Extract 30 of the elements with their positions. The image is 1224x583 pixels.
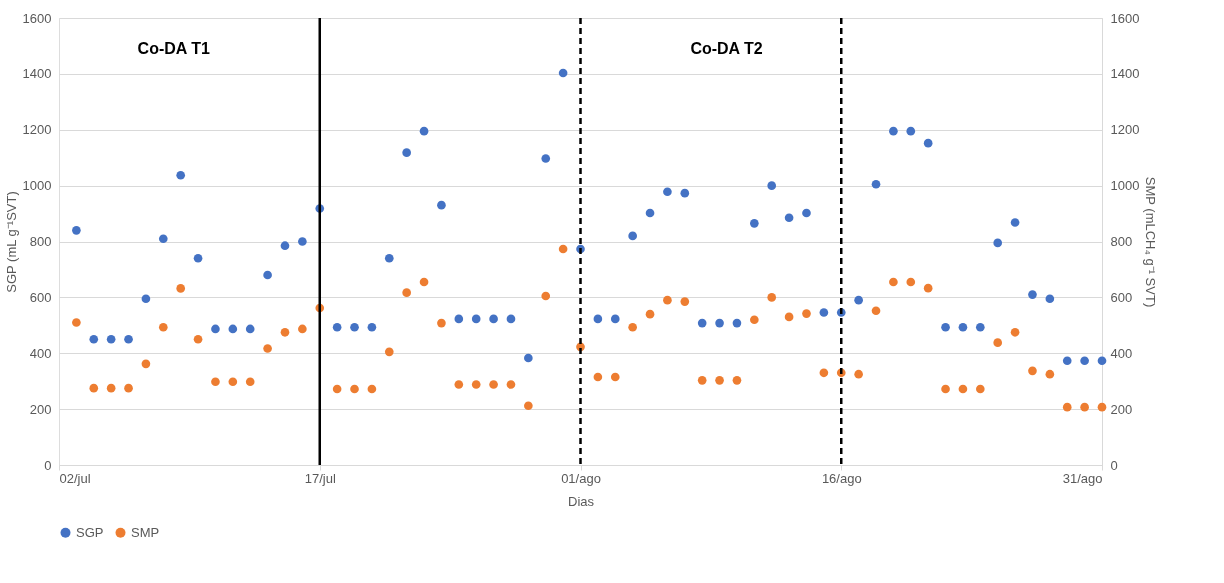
annotation: Co-DA T1 bbox=[137, 40, 210, 58]
x-tick-label: 31/ago bbox=[1062, 470, 1103, 486]
y-tick-label: 1400 bbox=[22, 66, 52, 82]
y-tick-label: 1200 bbox=[22, 122, 52, 138]
y2-tick-label: 1200 bbox=[1110, 122, 1140, 138]
x-tick-label: 17/jul bbox=[304, 470, 336, 486]
x-tick-label: 01/ago bbox=[561, 470, 601, 486]
y-tick-label: 400 bbox=[29, 345, 52, 361]
y-tick-label: 1600 bbox=[22, 10, 52, 26]
y-tick-label: 1000 bbox=[22, 178, 52, 194]
y2-tick-label: 400 bbox=[1110, 345, 1133, 361]
y-tick-label: 200 bbox=[29, 401, 52, 417]
y2-tick-label: 1400 bbox=[1110, 66, 1140, 82]
legend-label: SGP bbox=[76, 524, 104, 540]
y2-tick-label: 200 bbox=[1110, 401, 1133, 417]
y2-axis-title: SMP (mLCH₄ g⁻¹ SVT) bbox=[1143, 176, 1159, 308]
y2-tick-label: 0 bbox=[1110, 457, 1118, 473]
y2-tick-label: 1000 bbox=[1110, 178, 1140, 194]
y-tick-label: 600 bbox=[29, 289, 52, 305]
y2-tick-label: 800 bbox=[1110, 234, 1133, 249]
y-tick-label: 0 bbox=[44, 457, 52, 473]
x-tick-label: 16/ago bbox=[821, 470, 862, 486]
y2-tick-label: 1600 bbox=[1110, 10, 1140, 26]
y-tick-label: 800 bbox=[29, 234, 52, 249]
x-tick-label: 02/jul bbox=[59, 470, 91, 486]
y2-tick-label: 600 bbox=[1110, 289, 1133, 305]
x-axis-title: Dias bbox=[567, 493, 595, 509]
annotation: Co-DA T2 bbox=[690, 40, 763, 58]
y-axis-title: SGP (mL g⁻¹SVT) bbox=[3, 191, 19, 293]
legend-label: SMP bbox=[131, 524, 160, 540]
